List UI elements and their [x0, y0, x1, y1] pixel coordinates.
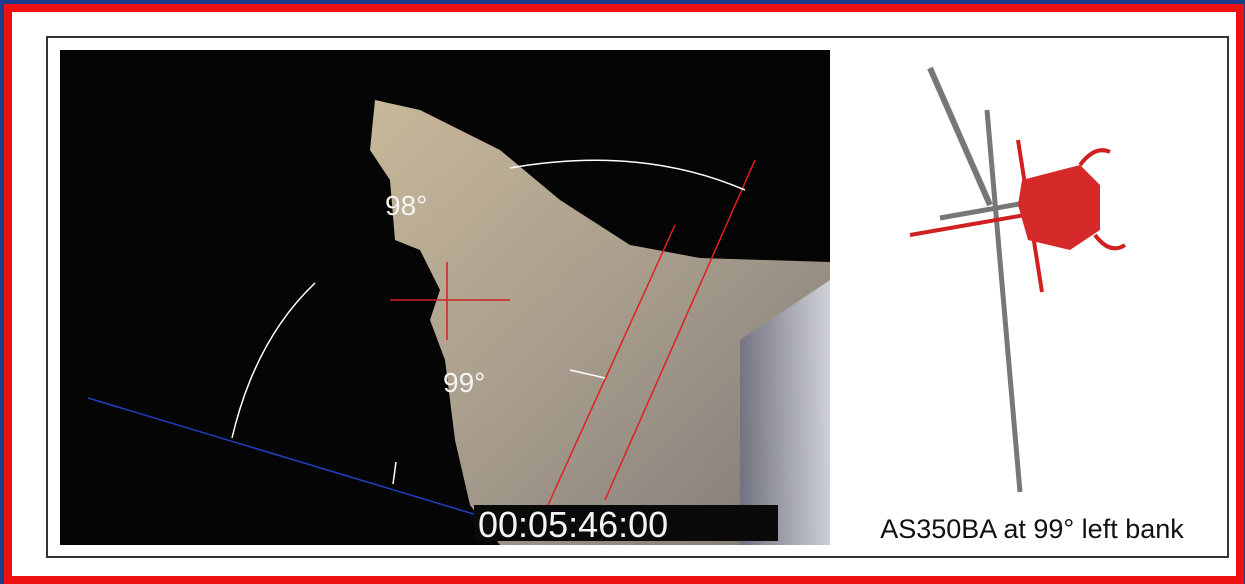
cliff: [370, 100, 830, 545]
caption: AS350BA at 99° left bank: [880, 514, 1184, 544]
tail-boom: [909, 213, 1026, 237]
reference-line: [604, 159, 756, 501]
helicopter-model: [909, 66, 1127, 493]
sky: [740, 280, 830, 545]
skids: [1078, 148, 1127, 251]
arrow: [569, 369, 606, 379]
angle-arc: [231, 282, 316, 439]
rotor-blade: [984, 109, 1023, 493]
reference-line: [547, 224, 676, 506]
angle-arc: [509, 159, 746, 191]
timecode: 00:05:46:00: [478, 504, 668, 545]
angle-label: 99°: [443, 367, 485, 398]
rotor-blade: [927, 66, 993, 207]
angle-label: 98°: [385, 190, 427, 221]
arrow: [392, 461, 397, 485]
video-frame: 98° 99° 00:05:46:00: [60, 50, 830, 545]
timecode-box: [474, 505, 778, 541]
fuselage: [1018, 165, 1100, 250]
